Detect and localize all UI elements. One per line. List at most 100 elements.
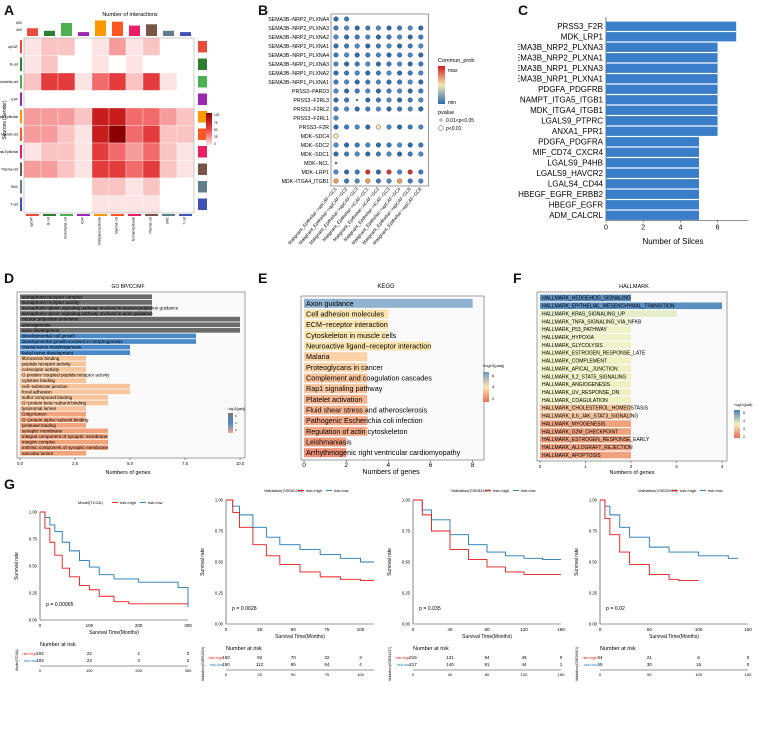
panel-e-bar-label: Platelet activation — [306, 395, 362, 404]
panel-e-x-tick-label: 2 — [344, 462, 348, 469]
panel-g-risk-axis-label: Validation(GSE26901) — [575, 647, 579, 682]
panel-g-risk-value-low: 193 — [36, 658, 44, 663]
panel-b-dot — [344, 61, 350, 67]
panel-d-bar-label: vacuolar lumen — [22, 451, 54, 456]
panel-f-bar — [540, 302, 722, 310]
panel-g-pvalue: p = 0.00065 — [46, 602, 74, 608]
panel-f-x-tick-label: 1 — [584, 464, 587, 469]
panel-g-x-tick-label: 0 — [599, 627, 602, 632]
panel-a-row-label: Myeloid-cell — [1, 132, 18, 136]
panel-g-x-tick-label: 50 — [647, 627, 653, 632]
panel-f-legend-bar — [734, 410, 740, 438]
panel-g-ylabel: Survival rate — [387, 548, 393, 576]
panel-g-risk-row-high: risk=high — [396, 656, 410, 660]
panel-g-risk-value-low: 1 — [560, 662, 563, 667]
panel-e-legend-tick: 4 — [492, 384, 495, 389]
panel-d-bar — [20, 344, 130, 350]
panel-g-risk-axis-label: Validation(GSE62254) — [201, 647, 205, 682]
panel-b-dot — [407, 124, 413, 130]
panel-a-right-bar — [198, 181, 207, 193]
panel-c-category-label: MDK_LRP1 — [561, 32, 604, 41]
panel-a-cell — [142, 160, 161, 179]
panel-a-cell — [108, 90, 127, 109]
panel-a-cell — [176, 72, 195, 91]
panel-a-cell — [108, 195, 127, 214]
panel-c-bar — [606, 74, 718, 84]
panel-d-legend-bar — [228, 413, 233, 433]
panel-g-x-tick-label: 0 — [225, 627, 228, 632]
panel-d-bar-label: axon development — [22, 328, 60, 333]
panel-e-bar — [304, 394, 368, 404]
panel-b-dot — [344, 151, 350, 157]
panel-g-y-tick-label: 0.00 — [402, 622, 411, 627]
panel-f-legend-tick: 2 — [743, 435, 745, 439]
panel-b-dot — [418, 88, 424, 94]
panel-d-bar-label: semaphorin−plexin signaling pathway invo… — [22, 306, 179, 311]
panel-b-dot — [375, 61, 381, 67]
panel-b-dot — [344, 52, 350, 58]
panel-d-bar-label: developmental growth involved in morphog… — [22, 339, 123, 344]
panel-b-dot — [386, 178, 392, 184]
panel-g-y-tick-label: 1.00 — [215, 498, 224, 503]
panel-b-dot — [333, 88, 339, 94]
panel-b-dot — [386, 79, 392, 85]
panel-d-legend-tick: 2 — [235, 428, 237, 432]
panel-a-row-color-strip — [20, 127, 22, 141]
panel-c-bar — [606, 189, 699, 199]
panel-a-cell — [125, 125, 144, 144]
panel-g-risk-x-tick-label: 100 — [86, 668, 93, 673]
panel-b-dot — [344, 97, 350, 103]
panel-f-bar — [540, 294, 631, 302]
panel-d-legend-tick: 6 — [235, 414, 237, 418]
panel-b-dot — [375, 124, 381, 130]
panel-d-bar — [20, 305, 152, 311]
panel-g-x-tick-label: 120 — [520, 627, 528, 632]
panel-e-bar — [304, 373, 368, 383]
panel-a-row-label: Endothelial-cell — [0, 80, 18, 84]
panel-a-cell — [91, 72, 110, 91]
panel-a-top-bar — [95, 20, 106, 36]
panel-b-row-label: SEMA3B−NRP2_PLXNA3 — [268, 26, 329, 32]
panel-b-dot — [397, 52, 403, 58]
panel-g-curve-high — [226, 499, 374, 582]
panel-a-cell — [142, 90, 161, 109]
panel-b-dot — [375, 106, 381, 112]
panel-b-dot — [375, 52, 381, 58]
panel-a-legend-tick: 25 — [214, 135, 218, 139]
panel-a-cell — [40, 160, 59, 179]
panel-b-legend-max: max — [448, 68, 458, 74]
panel-letter-c: C — [518, 2, 529, 18]
panel-d-bar-label: coreceptor activity — [22, 367, 60, 372]
panel-g-risk-x-tick-label: 50 — [291, 672, 296, 677]
panel-e-bar-label: Leishmaniasis — [306, 438, 352, 447]
panel-b-dot — [365, 169, 371, 175]
panel-d-bar — [20, 394, 108, 400]
panel-d-bar-label: developmental cell growth — [22, 334, 76, 339]
panel-c-category-label: ANXA1_FPR1 — [552, 127, 604, 136]
panel-b-dot — [354, 52, 360, 58]
panel-d-bar-label: facial nerve development — [22, 350, 74, 355]
panel-d-bar — [20, 311, 152, 316]
panel-a-cell — [142, 177, 161, 196]
panel-b-dot — [365, 178, 371, 184]
panel-b-dot — [375, 151, 381, 157]
panel-f-barchart: HALLMARK HALLMARK_HEDGEHOG_SIGNALING HALL… — [536, 284, 752, 476]
panel-g-x-tick-label: 40 — [447, 627, 453, 632]
panel-f-xlabel: Numbers of genes — [610, 470, 655, 476]
panel-b-dot — [355, 98, 359, 102]
panel-d-bar-label: semaphorin−plexin signaling pathway invo… — [22, 311, 153, 316]
panel-d-bar-label: integral component of synaptic membrane — [22, 434, 108, 439]
panel-c-bar — [606, 42, 718, 52]
panel-a-cell — [40, 37, 59, 56]
panel-g-risk-value-low: 2 — [187, 658, 190, 663]
panel-d-x-tick-label: 2.5 — [72, 461, 78, 466]
panel-c-x-tick-label: 2 — [641, 225, 645, 232]
panel-g-y-tick-label: 0.00 — [589, 622, 598, 627]
panel-d-bar — [20, 350, 130, 356]
panel-a-top-bar — [180, 32, 191, 36]
panel-b-dot — [344, 106, 350, 112]
panel-a-cell — [125, 160, 144, 179]
panel-b-dot — [407, 142, 413, 148]
panel-g-risk-x-tick-label: 40 — [448, 672, 453, 677]
panel-a-cell — [57, 177, 76, 196]
